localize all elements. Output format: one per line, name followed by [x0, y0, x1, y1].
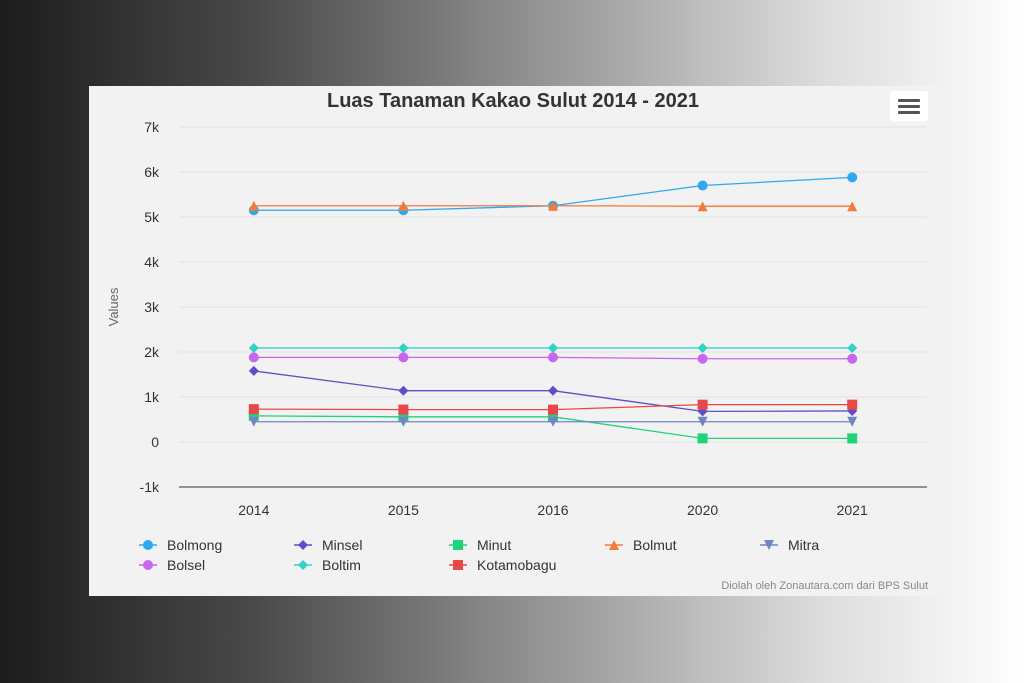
legend-label-mitra: Mitra: [788, 537, 819, 553]
series-bolsel: [248, 352, 858, 364]
data-point-kotamobagu[interactable]: [548, 404, 558, 415]
data-point-bolsel[interactable]: [697, 353, 708, 364]
data-point-boltim[interactable]: [548, 342, 558, 353]
hamburger-menu-icon[interactable]: [890, 91, 928, 121]
data-point-boltim[interactable]: [697, 342, 708, 353]
data-point-minsel[interactable]: [398, 385, 409, 396]
data-point-kotamobagu[interactable]: [398, 404, 409, 415]
series-mitra: [248, 416, 858, 427]
data-point-bolmut[interactable]: [548, 200, 558, 211]
grid: [179, 126, 927, 488]
data-point-mitra[interactable]: [248, 416, 259, 427]
legend-item-boltim[interactable]: Boltim: [294, 557, 361, 573]
legend-label-boltim: Boltim: [322, 557, 361, 573]
data-point-minut[interactable]: [697, 433, 708, 444]
data-point-bolsel[interactable]: [248, 352, 259, 363]
legend-label-bolmut: Bolmut: [633, 537, 677, 553]
y-axis-ticks: -1k 0 1k 2k 3k 4k 5k 6k 7k: [140, 119, 160, 495]
legend-label-kotamobagu: Kotamobagu: [477, 557, 556, 573]
x-axis-ticks: 2014 2015 2016 2020 2021: [238, 502, 868, 518]
x-tick-label: 2015: [388, 502, 419, 518]
series-group: [248, 172, 858, 444]
legend-item-kotamobagu[interactable]: Kotamobagu: [449, 557, 556, 573]
data-point-bolmong[interactable]: [697, 180, 708, 191]
y-tick-label: 2k: [144, 344, 160, 360]
legend-label-bolmong: Bolmong: [167, 537, 222, 553]
y-axis-title: Values: [106, 287, 121, 326]
series-kotamobagu: [248, 399, 858, 415]
y-tick-label: 0: [151, 434, 159, 450]
legend-label-bolsel: Bolsel: [167, 557, 205, 573]
y-tick-label: 6k: [144, 164, 160, 180]
data-point-kotamobagu[interactable]: [847, 399, 858, 410]
y-tick-label: -1k: [140, 479, 160, 495]
data-point-boltim[interactable]: [847, 342, 858, 353]
data-point-minut[interactable]: [847, 433, 858, 444]
legend-symbol-kotamobagu[interactable]: [453, 560, 463, 570]
legend-label-minsel: Minsel: [322, 537, 362, 553]
legend-symbol-mitra[interactable]: [764, 540, 774, 550]
legend-item-bolmong[interactable]: Bolmong: [139, 537, 222, 553]
y-tick-label: 5k: [144, 209, 160, 225]
data-point-mitra[interactable]: [398, 416, 409, 427]
data-point-bolsel[interactable]: [847, 353, 858, 364]
y-tick-label: 7k: [144, 119, 160, 135]
x-tick-label: 2016: [537, 502, 568, 518]
data-point-kotamobagu[interactable]: [697, 399, 708, 410]
y-tick-label: 3k: [144, 299, 160, 315]
data-point-minsel[interactable]: [248, 365, 259, 376]
x-tick-label: 2020: [687, 502, 718, 518]
legend-item-mitra[interactable]: Mitra: [760, 537, 819, 553]
legend-symbol-minsel[interactable]: [298, 540, 308, 550]
series-minut: [248, 410, 858, 444]
data-point-bolmut[interactable]: [847, 201, 858, 212]
y-tick-label: 4k: [144, 254, 160, 270]
legend-item-bolsel[interactable]: Bolsel: [139, 557, 205, 573]
legend-label-minut: Minut: [477, 537, 511, 553]
y-tick-label: 1k: [144, 389, 160, 405]
data-point-mitra[interactable]: [548, 416, 558, 427]
x-tick-label: 2021: [837, 502, 868, 518]
legend: Bolmong Minsel Minut Bolmut Mitra Bolsel Bolti…: [139, 537, 819, 573]
x-tick-label: 2014: [238, 502, 269, 518]
legend-item-minsel[interactable]: Minsel: [294, 537, 362, 553]
data-point-bolmut[interactable]: [398, 200, 409, 211]
chart-card: Luas Tanaman Kakao Sulut 2014 - 2021 Val…: [89, 86, 940, 596]
legend-item-minut[interactable]: Minut: [449, 537, 511, 553]
data-point-mitra[interactable]: [847, 416, 858, 427]
data-point-bolsel[interactable]: [398, 352, 409, 363]
legend-symbol-bolsel[interactable]: [143, 560, 153, 570]
data-point-minut[interactable]: [248, 410, 259, 421]
data-point-bolmut[interactable]: [697, 201, 708, 212]
data-point-boltim[interactable]: [398, 342, 409, 353]
legend-item-bolmut[interactable]: Bolmut: [605, 537, 677, 553]
legend-symbol-bolmut[interactable]: [609, 540, 619, 550]
legend-symbol-bolmong[interactable]: [143, 540, 153, 550]
data-point-minsel[interactable]: [548, 385, 558, 396]
data-point-bolsel[interactable]: [548, 352, 558, 363]
series-bolmut: [248, 200, 858, 212]
series-boltim: [248, 342, 858, 353]
data-point-kotamobagu[interactable]: [248, 404, 259, 415]
data-point-mitra[interactable]: [697, 416, 708, 427]
line-chart: Luas Tanaman Kakao Sulut 2014 - 2021 Val…: [106, 90, 927, 573]
series-minsel: [248, 365, 858, 417]
data-point-bolmong[interactable]: [847, 172, 858, 183]
legend-symbol-boltim[interactable]: [298, 560, 308, 570]
legend-symbol-minut[interactable]: [453, 540, 463, 550]
data-point-boltim[interactable]: [248, 342, 259, 353]
data-point-bolmut[interactable]: [248, 200, 259, 211]
chart-title: Luas Tanaman Kakao Sulut 2014 - 2021: [327, 90, 699, 112]
credit-text: Diolah oleh Zonautara.com dari BPS Sulut: [721, 580, 928, 592]
